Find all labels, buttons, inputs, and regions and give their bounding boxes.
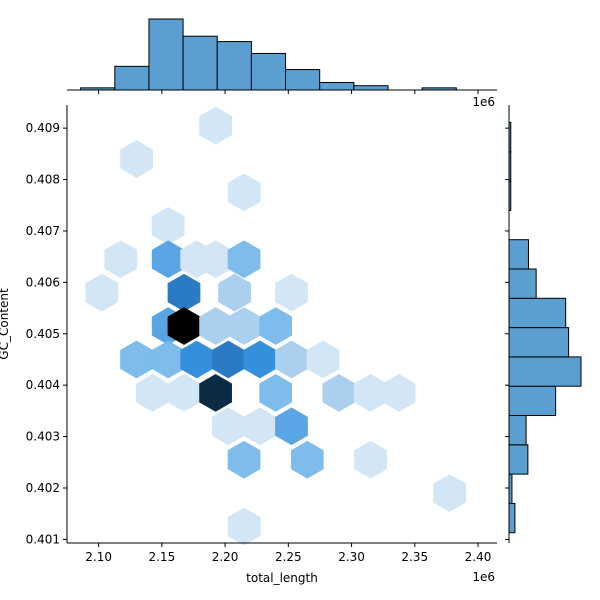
y-tick-label: 0.405 (26, 327, 60, 341)
top-histogram-bar (250, 52, 287, 91)
hexbin-cell (306, 340, 340, 379)
hexbin-cell (136, 374, 169, 412)
x-tick-label: 2.35 (401, 550, 428, 564)
top-histogram-bar (353, 85, 389, 91)
hexbin-cell (211, 407, 245, 446)
hexbin-cell (151, 240, 185, 279)
main-axes: 2.10 2.15 2.20 2.25 2.30 2.35 2.40 0.4010.4020… (0, 105, 497, 585)
right-ticks (505, 127, 509, 540)
top-axis-offset-label: 1e6 (472, 95, 495, 109)
hexbin-cell (243, 407, 277, 446)
hexbin-cell (227, 507, 261, 546)
right-histogram-bar (508, 415, 527, 446)
y-tick-label: 0.409 (26, 121, 60, 135)
y-tick-label: 0.403 (26, 430, 60, 444)
hexbin-cell (354, 440, 387, 479)
x-axis-label: total_length (246, 571, 318, 585)
hexbin-cell (290, 440, 324, 479)
hexbin-cell (167, 374, 201, 412)
hexbin-cell (120, 140, 153, 178)
hexbin-layer (85, 106, 466, 546)
hexbin-cell (275, 407, 308, 446)
x-axis-offset-label: 1e6 (472, 570, 495, 584)
hexbin-cell (243, 340, 277, 379)
hexbin-cell (85, 273, 119, 312)
hexbin-cell (180, 340, 213, 379)
hexbin-cell (259, 307, 293, 345)
top-histogram-bar (148, 18, 184, 91)
hexbin-cell (354, 374, 387, 412)
x-tick-label: 2.10 (85, 550, 112, 564)
right-histogram-bar (508, 239, 529, 270)
hexbin-cell (259, 374, 293, 412)
hexbin-cell (167, 273, 201, 312)
right-histogram-bar (508, 327, 570, 358)
top-marginal-histogram: 1e6 (67, 18, 497, 109)
hexbin-cell (211, 340, 245, 379)
hexbin-cell (322, 374, 356, 412)
hexbin-cell (120, 340, 153, 379)
hexbin-cell (227, 440, 261, 479)
hexbin-cell (151, 340, 185, 379)
right-histogram-bar (508, 356, 582, 387)
right-histogram-bar (508, 444, 529, 475)
right-marginal-histogram (505, 105, 582, 543)
hexbin-cell (151, 206, 185, 245)
y-tick-label: 0.401 (26, 532, 60, 546)
x-ticks: 2.10 2.15 2.20 2.25 2.30 2.35 2.40 (85, 543, 491, 564)
x-tick-label: 2.40 (465, 550, 492, 564)
hexbin-cell (275, 340, 308, 379)
hexbin-cell (199, 106, 232, 145)
x-tick-label: 2.25 (275, 550, 302, 564)
y-axis-label: GC_Content (0, 288, 11, 360)
hexbin-cell (227, 173, 261, 212)
y-ticks: 0.401 0.402 0.403 0.404 0.405 0.406 0.407 0.408… (26, 121, 67, 546)
y-tick-label: 0.406 (26, 275, 60, 289)
hexbin-cell (218, 273, 251, 312)
hexbin-cell (227, 240, 261, 279)
hexbin-cell (199, 307, 232, 345)
top-histogram-bars (80, 18, 457, 91)
right-histogram-bar (508, 385, 557, 417)
x-tick-label: 2.15 (148, 550, 175, 564)
x-tick-label: 2.30 (338, 550, 365, 564)
top-histogram-bar (182, 35, 218, 91)
x-tick-label: 2.20 (212, 550, 239, 564)
y-tick-label: 0.408 (26, 173, 60, 187)
right-histogram-bars (508, 121, 582, 534)
hexbin-cell (199, 374, 232, 412)
y-tick-label: 0.402 (26, 481, 60, 495)
top-histogram-bar (114, 65, 150, 91)
top-histogram-bar (285, 69, 321, 91)
top-histogram-bar (216, 41, 252, 91)
top-histogram-bar (319, 81, 355, 91)
hexbin-cell (382, 374, 416, 412)
right-histogram-bar (508, 502, 516, 534)
hexbin-cell (227, 307, 261, 345)
y-tick-label: 0.404 (26, 378, 60, 392)
y-tick-label: 0.407 (26, 224, 60, 238)
hexbin-cell (104, 240, 138, 279)
hexbin-cell (275, 273, 308, 312)
right-histogram-bar (508, 268, 537, 299)
hexbin-cell (433, 474, 466, 513)
top-ticks (98, 90, 479, 94)
right-histogram-bar (508, 297, 567, 329)
